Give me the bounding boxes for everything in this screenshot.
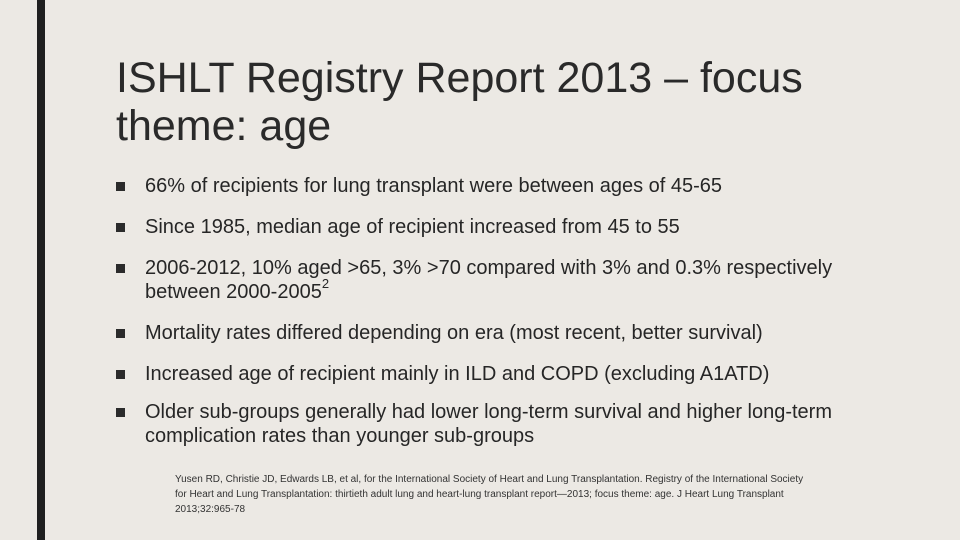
- square-bullet-icon: [116, 329, 125, 338]
- bullet-item: 66% of recipients for lung transplant we…: [116, 174, 876, 198]
- square-bullet-icon: [116, 370, 125, 379]
- square-bullet-icon: [116, 223, 125, 232]
- citation-footnote: Yusen RD, Christie JD, Edwards LB, et al…: [175, 474, 804, 515]
- bullet-text: Increased age of recipient mainly in ILD…: [145, 363, 770, 385]
- footnote-reference: 2: [321, 276, 330, 292]
- bullet-text: 2006-2012, 10% aged >65, 3% >70 compared…: [145, 257, 833, 303]
- bullet-text: Mortality rates differed depending on er…: [145, 322, 763, 344]
- bullet-item: Since 1985, median age of recipient incr…: [116, 215, 876, 239]
- accent-bar: [37, 0, 45, 540]
- bullet-text: 66% of recipients for lung transplant we…: [145, 175, 723, 197]
- slide-title: ISHLT Registry Report 2013 – focus theme…: [116, 54, 803, 150]
- bullet-text: Older sub-groups generally had lower lon…: [145, 401, 833, 447]
- bullet-list: 66% of recipients for lung transplant we…: [116, 174, 876, 448]
- square-bullet-icon: [116, 408, 125, 417]
- square-bullet-icon: [116, 182, 125, 191]
- bullet-item: Older sub-groups generally had lower lon…: [116, 400, 876, 448]
- bullet-text: Since 1985, median age of recipient incr…: [145, 216, 680, 238]
- bullet-item: Increased age of recipient mainly in ILD…: [116, 362, 876, 386]
- bullet-item: Mortality rates differed depending on er…: [116, 321, 876, 345]
- bullet-item: 2006-2012, 10% aged >65, 3% >70 compared…: [116, 256, 876, 304]
- square-bullet-icon: [116, 264, 125, 273]
